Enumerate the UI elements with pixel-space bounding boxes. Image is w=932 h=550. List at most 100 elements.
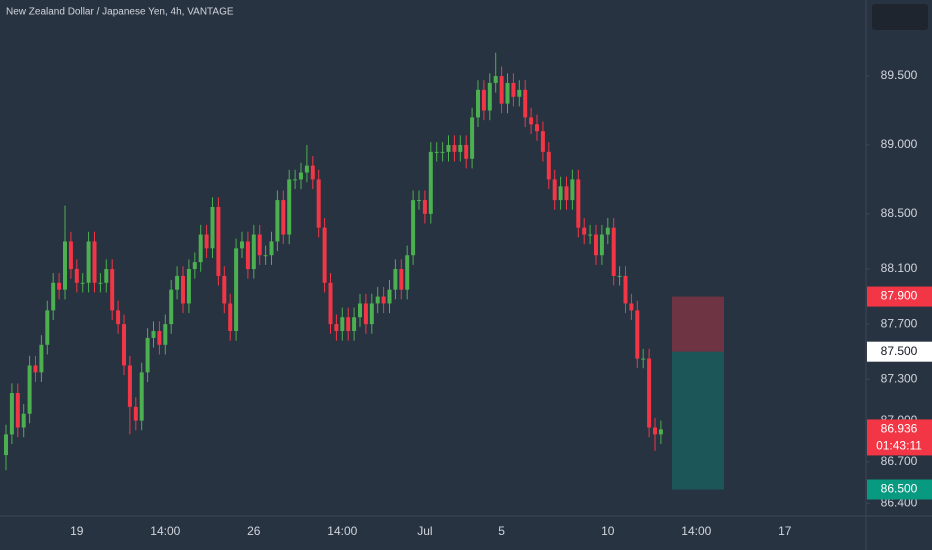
candle-body (169, 289, 174, 325)
candle-body (358, 303, 362, 318)
candle-body (375, 296, 380, 304)
candle-body (340, 317, 345, 332)
candle-body (481, 89, 486, 111)
candle-body (257, 234, 262, 256)
x-tick-label: 14:00 (327, 524, 357, 538)
candle-body (275, 200, 280, 242)
candle-body (157, 331, 162, 345)
candle-body (411, 200, 416, 256)
candle-body (234, 248, 239, 332)
y-tick-label: 87.700 (881, 316, 918, 330)
candle-body (346, 317, 351, 332)
countdown: 01:43:11 (876, 439, 922, 453)
y-tick-label: 89.500 (881, 68, 918, 82)
candle-body (210, 206, 215, 249)
candle-body (440, 151, 445, 153)
target-zone (672, 351, 724, 490)
candle-body (251, 234, 256, 270)
candle-body (417, 200, 421, 202)
candle-body (617, 275, 622, 277)
candle-body (287, 179, 292, 235)
candle-body (175, 275, 180, 290)
candle-body (293, 179, 298, 181)
candle-body (464, 144, 469, 159)
candle-body (387, 289, 392, 304)
candle-body (269, 241, 274, 256)
candle-body (163, 324, 168, 345)
candle-body (57, 282, 62, 290)
candle-body (322, 227, 327, 283)
candle-body (552, 179, 557, 201)
candle-body (499, 76, 504, 104)
candle-body (658, 429, 663, 435)
candle-body (304, 165, 309, 173)
candle-body (570, 179, 575, 201)
candle-body (181, 275, 185, 304)
candle-body (393, 269, 398, 290)
x-tick-label: 5 (498, 524, 505, 538)
x-tick-label: 26 (247, 524, 261, 538)
candle-body (228, 303, 233, 332)
candle-body (222, 275, 227, 304)
entry-badge (867, 341, 932, 362)
candle-body (133, 406, 138, 421)
candle-body (487, 82, 492, 111)
candle-body (635, 310, 640, 359)
candle-body (74, 269, 79, 283)
x-tick-label: 14:00 (681, 524, 711, 538)
candle-body (151, 331, 156, 338)
candle-body (434, 151, 439, 153)
candle-body (116, 310, 121, 325)
candle-body (145, 337, 150, 373)
candle-body (623, 275, 628, 304)
candle-body (422, 200, 427, 214)
candle-body (381, 296, 386, 304)
candle-body (92, 241, 97, 283)
candle-body (470, 117, 475, 159)
candle-body (198, 234, 203, 263)
candle-body (98, 282, 103, 284)
candle-body (104, 269, 109, 283)
candle-body (310, 165, 315, 180)
stop-badge (867, 286, 932, 307)
y-tick-label: 89.000 (881, 137, 918, 151)
candle-body (611, 227, 616, 276)
candle-body (281, 200, 286, 235)
candle-body (529, 117, 534, 125)
candle-body (328, 282, 333, 325)
plot (4, 52, 724, 490)
candle-body (641, 358, 646, 360)
x-tick-label: 14:00 (150, 524, 180, 538)
candle-body (653, 427, 657, 435)
candle-body (505, 82, 510, 104)
price-axis: 89.50089.00088.50088.10087.70087.30087.0… (866, 68, 932, 509)
candle-body (576, 179, 581, 228)
candle-body (127, 365, 132, 407)
target-badge (867, 479, 932, 500)
candle-body (63, 241, 67, 290)
y-tick-label: 88.500 (881, 206, 918, 220)
candle-body (263, 255, 268, 257)
candle-body (299, 172, 303, 180)
candle-body (517, 89, 522, 97)
x-tick-label: 17 (778, 524, 792, 538)
last-price-label: 86.936 (881, 422, 918, 436)
candle-body (599, 234, 604, 256)
candle-body (594, 234, 598, 256)
candle-body (535, 124, 539, 132)
candle-body (204, 234, 209, 249)
candle-body (45, 310, 50, 345)
candle-body (352, 317, 357, 332)
x-tick-label: Jul (417, 524, 432, 538)
candle-body (4, 434, 8, 456)
candle-body (558, 186, 563, 201)
candle-body (588, 234, 593, 236)
last-price-badge (867, 419, 932, 456)
x-tick-label: 19 (70, 524, 84, 538)
candle-body (582, 227, 587, 235)
toolbar-button[interactable] (872, 4, 928, 30)
candle-body (511, 82, 516, 97)
